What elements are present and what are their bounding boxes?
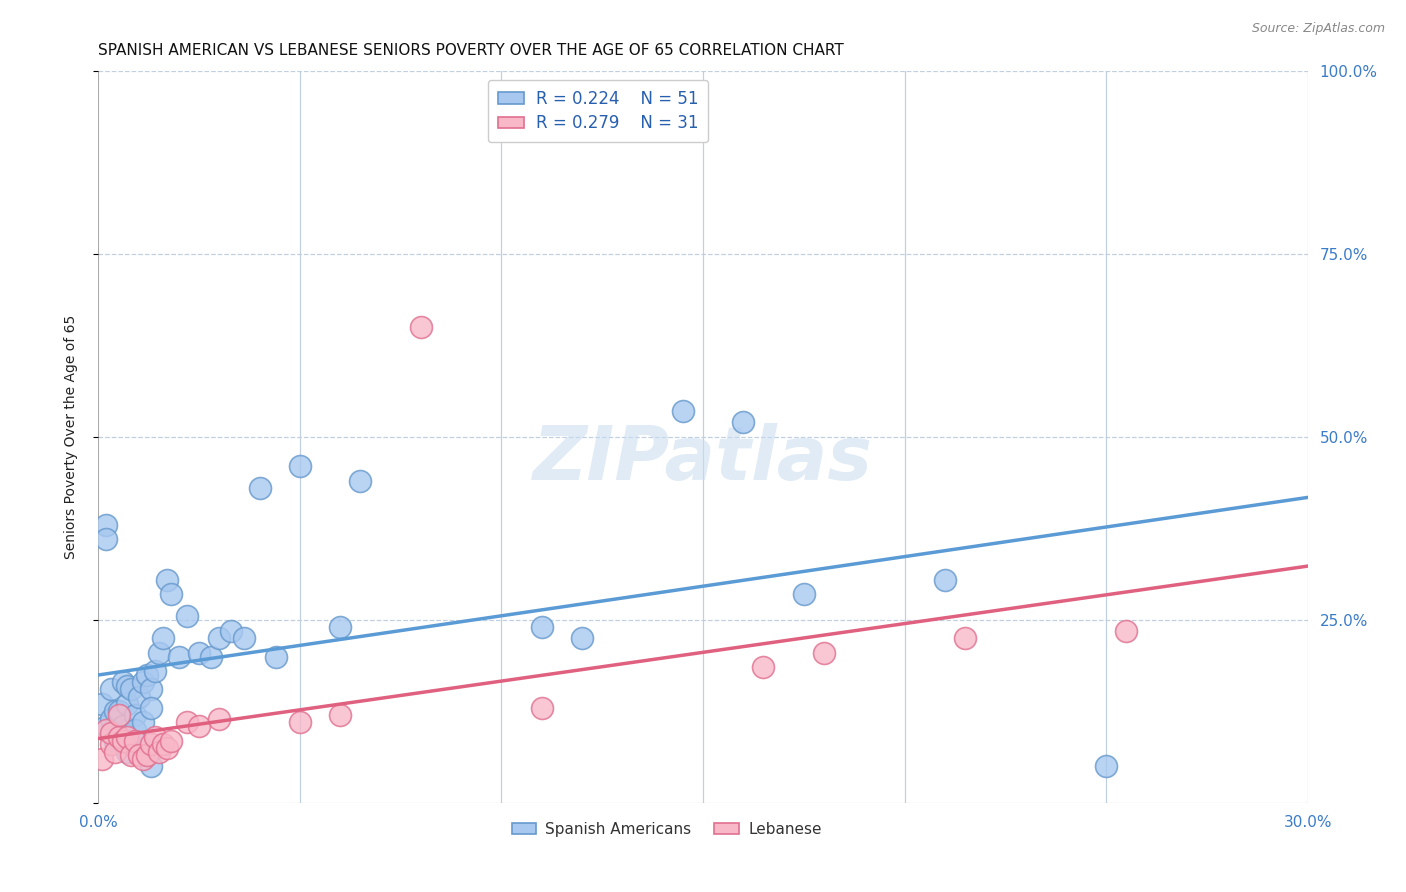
Point bbox=[813, 646, 835, 660]
Point bbox=[208, 712, 231, 726]
Point bbox=[91, 752, 114, 766]
Point bbox=[409, 320, 432, 334]
Point bbox=[111, 675, 134, 690]
Point bbox=[752, 660, 775, 674]
Point bbox=[232, 632, 254, 646]
Point bbox=[115, 679, 138, 693]
Point bbox=[288, 715, 311, 730]
Text: SPANISH AMERICAN VS LEBANESE SENIORS POVERTY OVER THE AGE OF 65 CORRELATION CHAR: SPANISH AMERICAN VS LEBANESE SENIORS POV… bbox=[98, 43, 844, 58]
Point bbox=[156, 573, 179, 587]
Point bbox=[132, 752, 155, 766]
Point bbox=[132, 675, 155, 690]
Point bbox=[188, 719, 211, 733]
Point bbox=[672, 404, 695, 418]
Point bbox=[120, 737, 142, 751]
Point bbox=[1115, 624, 1137, 638]
Point bbox=[139, 700, 162, 714]
Point bbox=[249, 481, 271, 495]
Point bbox=[111, 719, 134, 733]
Legend: Spanish Americans, Lebanese: Spanish Americans, Lebanese bbox=[506, 815, 828, 843]
Point bbox=[96, 723, 118, 737]
Point bbox=[135, 667, 157, 681]
Point bbox=[100, 737, 122, 751]
Point bbox=[571, 632, 593, 646]
Point bbox=[124, 733, 146, 747]
Point bbox=[208, 632, 231, 646]
Y-axis label: Seniors Poverty Over the Age of 65: Seniors Poverty Over the Age of 65 bbox=[63, 315, 77, 559]
Point bbox=[100, 726, 122, 740]
Point bbox=[793, 587, 815, 601]
Point bbox=[160, 733, 183, 747]
Point bbox=[139, 737, 162, 751]
Point bbox=[167, 649, 190, 664]
Point bbox=[176, 609, 198, 624]
Point bbox=[1095, 759, 1118, 773]
Point bbox=[152, 632, 174, 646]
Point bbox=[264, 649, 287, 664]
Point bbox=[139, 759, 162, 773]
Point bbox=[96, 533, 118, 547]
Point bbox=[107, 733, 129, 747]
Point bbox=[530, 620, 553, 634]
Point bbox=[135, 748, 157, 763]
Point bbox=[96, 719, 118, 733]
Point bbox=[115, 697, 138, 711]
Point bbox=[139, 682, 162, 697]
Point bbox=[953, 632, 976, 646]
Point bbox=[148, 745, 170, 759]
Point bbox=[124, 723, 146, 737]
Point bbox=[120, 682, 142, 697]
Point bbox=[103, 733, 125, 747]
Point bbox=[107, 705, 129, 719]
Point bbox=[132, 715, 155, 730]
Point bbox=[200, 649, 222, 664]
Point bbox=[100, 712, 122, 726]
Point bbox=[288, 459, 311, 474]
Point bbox=[100, 682, 122, 697]
Point bbox=[143, 730, 166, 744]
Point bbox=[221, 624, 243, 638]
Point bbox=[107, 708, 129, 723]
Point bbox=[107, 730, 129, 744]
Point bbox=[103, 705, 125, 719]
Point bbox=[329, 620, 352, 634]
Point bbox=[115, 730, 138, 744]
Point bbox=[91, 697, 114, 711]
Point bbox=[152, 737, 174, 751]
Point bbox=[934, 573, 956, 587]
Point bbox=[115, 745, 138, 759]
Point bbox=[188, 646, 211, 660]
Point bbox=[128, 737, 150, 751]
Text: Source: ZipAtlas.com: Source: ZipAtlas.com bbox=[1251, 22, 1385, 36]
Point bbox=[128, 690, 150, 704]
Point bbox=[111, 733, 134, 747]
Point bbox=[530, 700, 553, 714]
Point bbox=[329, 708, 352, 723]
Point bbox=[733, 416, 755, 430]
Point bbox=[124, 708, 146, 723]
Point bbox=[156, 740, 179, 755]
Point bbox=[143, 664, 166, 678]
Point bbox=[160, 587, 183, 601]
Point bbox=[176, 715, 198, 730]
Text: ZIPatlas: ZIPatlas bbox=[533, 423, 873, 496]
Point bbox=[103, 745, 125, 759]
Point bbox=[349, 474, 371, 488]
Point bbox=[148, 646, 170, 660]
Point bbox=[120, 748, 142, 763]
Point bbox=[96, 517, 118, 532]
Point bbox=[128, 748, 150, 763]
